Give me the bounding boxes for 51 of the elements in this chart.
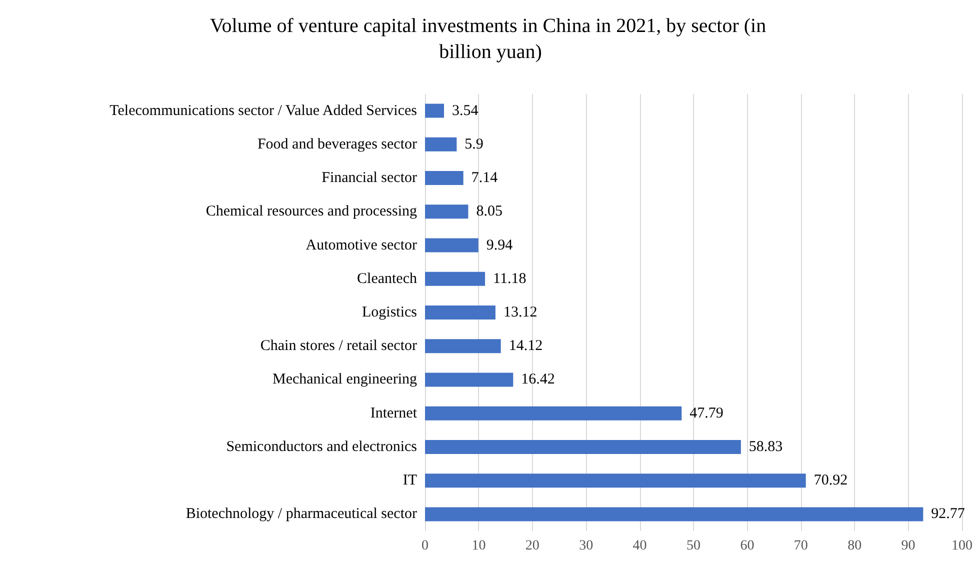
data-label: 7.14: [471, 170, 498, 186]
y-tick-label: Semiconductors and electronics: [226, 438, 418, 455]
bar: [425, 440, 741, 454]
x-tick-label: 90: [901, 538, 916, 554]
bar: [425, 137, 457, 152]
bar: [425, 306, 496, 320]
y-tick-label: Mechanical engineering: [272, 372, 418, 388]
bar: [425, 204, 468, 219]
bar: [425, 238, 478, 252]
data-label: 70.92: [814, 472, 848, 489]
data-label: 16.42: [521, 372, 555, 388]
data-label: 58.83: [748, 438, 783, 455]
bar: [425, 507, 924, 522]
x-tick-label: 60: [740, 538, 754, 554]
bar: [425, 272, 486, 286]
x-tick-label: 20: [525, 538, 540, 554]
x-tick-label: 70: [794, 538, 808, 554]
data-label: 14.12: [508, 338, 543, 354]
y-tick-label: Financial sector: [322, 170, 417, 186]
bar: [425, 339, 501, 354]
data-label: 47.79: [690, 405, 724, 422]
bar: [425, 171, 464, 186]
data-label: 11.18: [493, 270, 526, 287]
data-label: 92.77: [931, 506, 966, 522]
data-label: 9.94: [486, 237, 514, 254]
y-tick-label: Chain stores / retail sector: [260, 338, 417, 354]
y-tick-label: Internet: [370, 405, 418, 422]
y-tick-label: Automotive sector: [306, 237, 417, 254]
bar: [425, 406, 682, 420]
y-tick-label: IT: [402, 472, 417, 489]
x-tick-label: 10: [472, 538, 486, 554]
x-tick-label: 30: [579, 538, 594, 554]
y-tick-label: Cleantech: [357, 270, 418, 287]
x-tick-label: 80: [848, 538, 862, 554]
y-tick-label: Telecommunications sector / Value Added Services: [110, 102, 418, 119]
chart-title: Volume of venture capital investments in China in 2021, by sector (in billion yuan): [210, 15, 766, 63]
x-tick-label: 40: [632, 538, 647, 554]
bar: [425, 474, 806, 488]
bar: [425, 372, 514, 387]
y-tick-label: Logistics: [362, 304, 418, 320]
data-label: 3.54: [452, 102, 479, 119]
x-tick-label: 0: [422, 538, 428, 554]
x-tick-label: 100: [952, 538, 972, 554]
y-tick-label: Chemical resources and processing: [206, 204, 418, 220]
data-label: 5.9: [464, 136, 484, 152]
data-label: 13.12: [503, 304, 538, 320]
y-tick-label: Food and beverages sector: [257, 136, 417, 152]
bar: [425, 104, 444, 118]
data-label: 8.05: [476, 204, 502, 220]
x-tick-label: 50: [686, 538, 700, 554]
y-tick-label: Biotechnology / pharmaceutical sector: [186, 506, 417, 522]
